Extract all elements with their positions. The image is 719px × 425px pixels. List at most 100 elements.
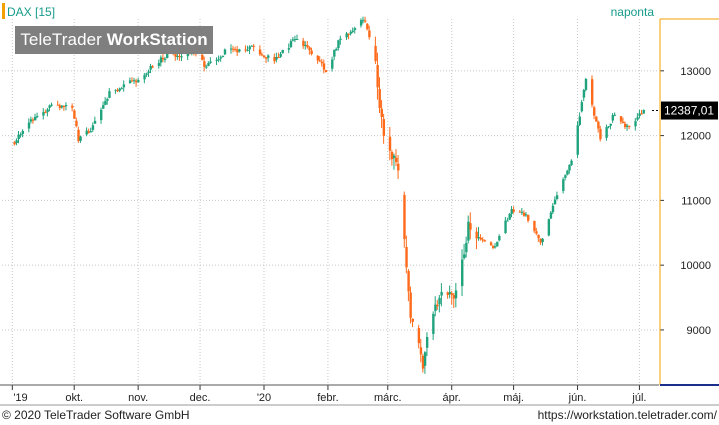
candle-body	[595, 116, 598, 122]
candle-body	[397, 163, 400, 171]
candle-body	[48, 105, 51, 108]
period-label[interactable]: naponta	[611, 5, 655, 19]
candle-body	[291, 39, 295, 41]
candle-body	[120, 88, 124, 90]
candle-body	[273, 56, 276, 62]
candle-body	[597, 121, 600, 129]
candle-body	[419, 347, 423, 355]
candle-body	[75, 120, 78, 127]
candle-body	[217, 59, 221, 61]
candle-body	[609, 123, 612, 126]
candle-body	[382, 119, 386, 136]
y-tick-label: 11000	[681, 195, 711, 207]
candle-body	[122, 84, 126, 88]
candle-body	[116, 89, 119, 92]
candle-body	[60, 105, 64, 108]
candle-body	[353, 28, 357, 30]
candle-body	[133, 80, 136, 82]
candle-body	[201, 54, 204, 60]
candle-body	[512, 209, 515, 212]
candle-body	[524, 214, 528, 216]
candle-body	[31, 119, 35, 121]
candle-body	[87, 131, 91, 133]
candle-body	[613, 114, 617, 116]
candle-body	[489, 242, 493, 246]
last-price-label: 12387,01	[664, 104, 714, 118]
candle-body	[564, 175, 567, 178]
candle-body	[207, 63, 210, 66]
candle-body	[578, 116, 582, 125]
candle-body	[46, 109, 49, 113]
candle-body	[108, 91, 111, 98]
candle-body	[339, 38, 342, 41]
candle-body	[454, 290, 458, 299]
candle-body	[359, 20, 363, 26]
candle-body	[248, 46, 251, 50]
candle-body	[64, 105, 68, 107]
candle-body	[450, 293, 454, 295]
candle-body	[566, 170, 569, 175]
candle-body	[157, 63, 161, 66]
candle-body	[527, 215, 530, 221]
candle-body	[289, 41, 293, 48]
candle-body	[104, 101, 107, 105]
candle-body	[335, 49, 338, 51]
gridlines	[2, 19, 658, 385]
candle-body	[582, 90, 586, 98]
candle-body	[461, 259, 464, 287]
candle-body	[310, 50, 313, 55]
candle-body	[180, 56, 183, 58]
candle-body	[619, 116, 623, 122]
candle-body	[392, 155, 396, 158]
candle-body	[178, 56, 181, 58]
candle-body	[345, 33, 348, 38]
footer-url-link[interactable]: https://workstation.teletrader.com/	[537, 408, 717, 422]
candle-body	[308, 47, 311, 51]
candle-body	[27, 122, 31, 129]
candle-body	[302, 40, 305, 46]
candle-body	[496, 242, 499, 247]
candle-body	[42, 112, 45, 116]
candle-body	[234, 49, 237, 51]
candle-body	[29, 119, 33, 122]
y-tick-label: 9000	[687, 325, 711, 337]
candle-body	[642, 109, 645, 114]
candle-body	[518, 211, 522, 213]
candle-body	[223, 49, 227, 55]
candle-body	[159, 57, 163, 63]
candle-body	[229, 48, 233, 50]
x-tick-label: okt.	[65, 392, 83, 404]
candle-body	[491, 245, 495, 248]
candle-body	[238, 49, 241, 52]
candle-body	[448, 292, 452, 295]
candle-body	[316, 55, 320, 61]
candle-body	[590, 79, 594, 105]
x-tick-label: júl.	[631, 392, 646, 404]
candle-body	[306, 45, 309, 48]
candle-body	[374, 46, 377, 62]
candle-body	[547, 219, 551, 236]
candle-body	[50, 104, 53, 106]
candle-body	[434, 304, 437, 312]
candle-body	[475, 231, 478, 239]
candle-body	[203, 61, 206, 67]
candle-body	[411, 318, 414, 322]
candle-body	[555, 195, 559, 199]
candle-body	[553, 199, 557, 205]
candle-body	[21, 130, 25, 134]
x-tick-label: máj.	[503, 392, 524, 404]
y-tick-label: 10000	[680, 260, 711, 272]
candle-body	[423, 352, 427, 366]
candle-body	[628, 125, 631, 127]
candle-body	[549, 212, 553, 219]
candle-body	[626, 125, 629, 127]
candle-body	[166, 52, 169, 59]
candle-body	[331, 59, 334, 69]
candle-body	[279, 53, 282, 57]
candle-body	[106, 98, 109, 101]
candle-body	[368, 30, 371, 38]
candle-body	[100, 109, 103, 121]
candle-body	[236, 49, 239, 53]
x-tick-label: dec.	[190, 392, 211, 404]
